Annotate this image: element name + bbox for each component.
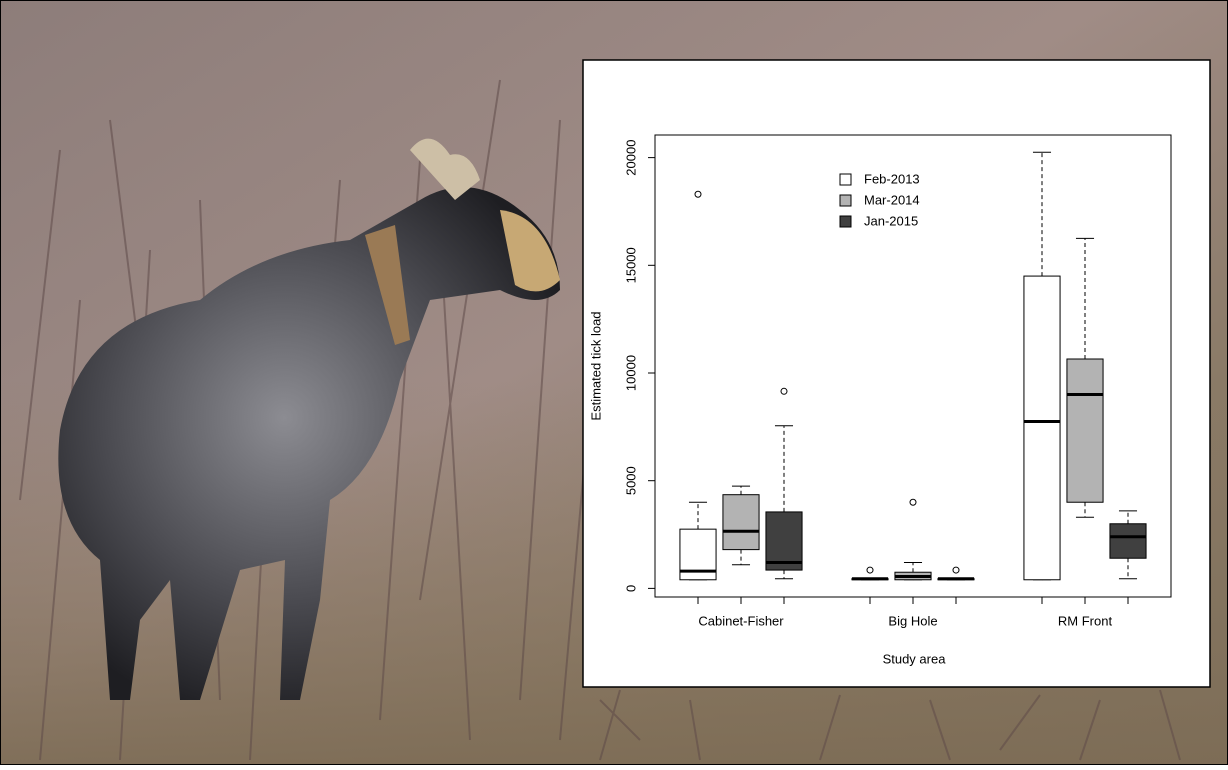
x-axis-label: Study area [883,651,947,666]
chart-panel [582,59,1211,688]
box [1066,358,1104,503]
box [765,511,803,571]
outlier [866,566,874,574]
y-tick-label: 0 [623,585,638,592]
outlier [909,498,917,506]
x-tick-label: Big Hole [888,613,937,628]
outlier [780,387,788,395]
x-tick-label: RM Front [1058,613,1113,628]
legend-swatch [839,215,852,228]
y-tick-label: 20000 [623,140,638,176]
box [1023,275,1061,581]
y-tick-label: 10000 [623,355,638,391]
legend-label: Jan-2015 [864,213,918,228]
y-axis-label: Estimated tick load [588,311,603,420]
y-tick-label: 5000 [623,466,638,495]
legend-label: Mar-2014 [864,192,920,207]
legend-swatch [839,194,852,207]
box [722,494,760,551]
y-tick-label: 15000 [623,247,638,283]
legend-label: Feb-2013 [864,171,920,186]
x-tick-label: Cabinet-Fisher [698,613,784,628]
outlier [694,190,702,198]
legend-swatch [839,173,852,186]
outlier [952,566,960,574]
box [1109,523,1147,559]
